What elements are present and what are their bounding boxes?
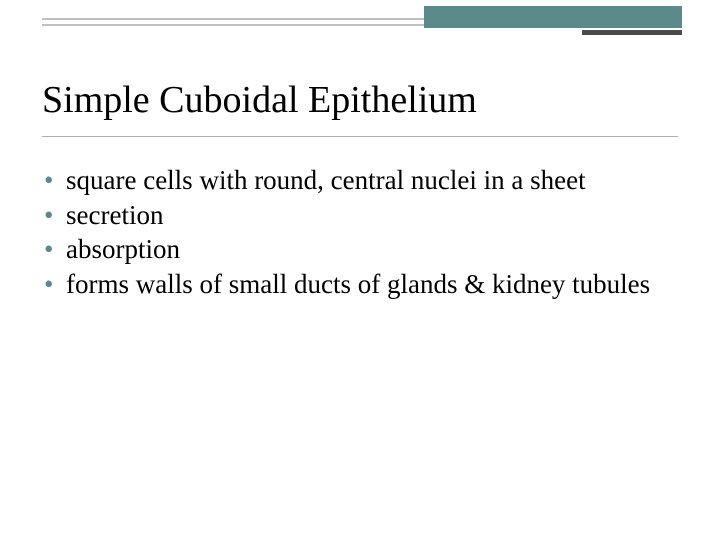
decoration-gray-bar [582, 30, 682, 35]
bullet-item: forms walls of small ducts of glands & k… [44, 267, 678, 302]
bullet-item: absorption [44, 232, 678, 267]
title-underline [42, 136, 678, 137]
bullet-item: square cells with round, central nuclei … [44, 163, 678, 198]
slide-content: Simple Cuboidal Epithelium square cells … [42, 78, 678, 301]
decoration-teal-bar [424, 6, 682, 28]
bullet-list: square cells with round, central nuclei … [42, 163, 678, 301]
header-decoration [0, 0, 720, 40]
bullet-item: secretion [44, 198, 678, 233]
slide-title: Simple Cuboidal Epithelium [42, 78, 678, 122]
